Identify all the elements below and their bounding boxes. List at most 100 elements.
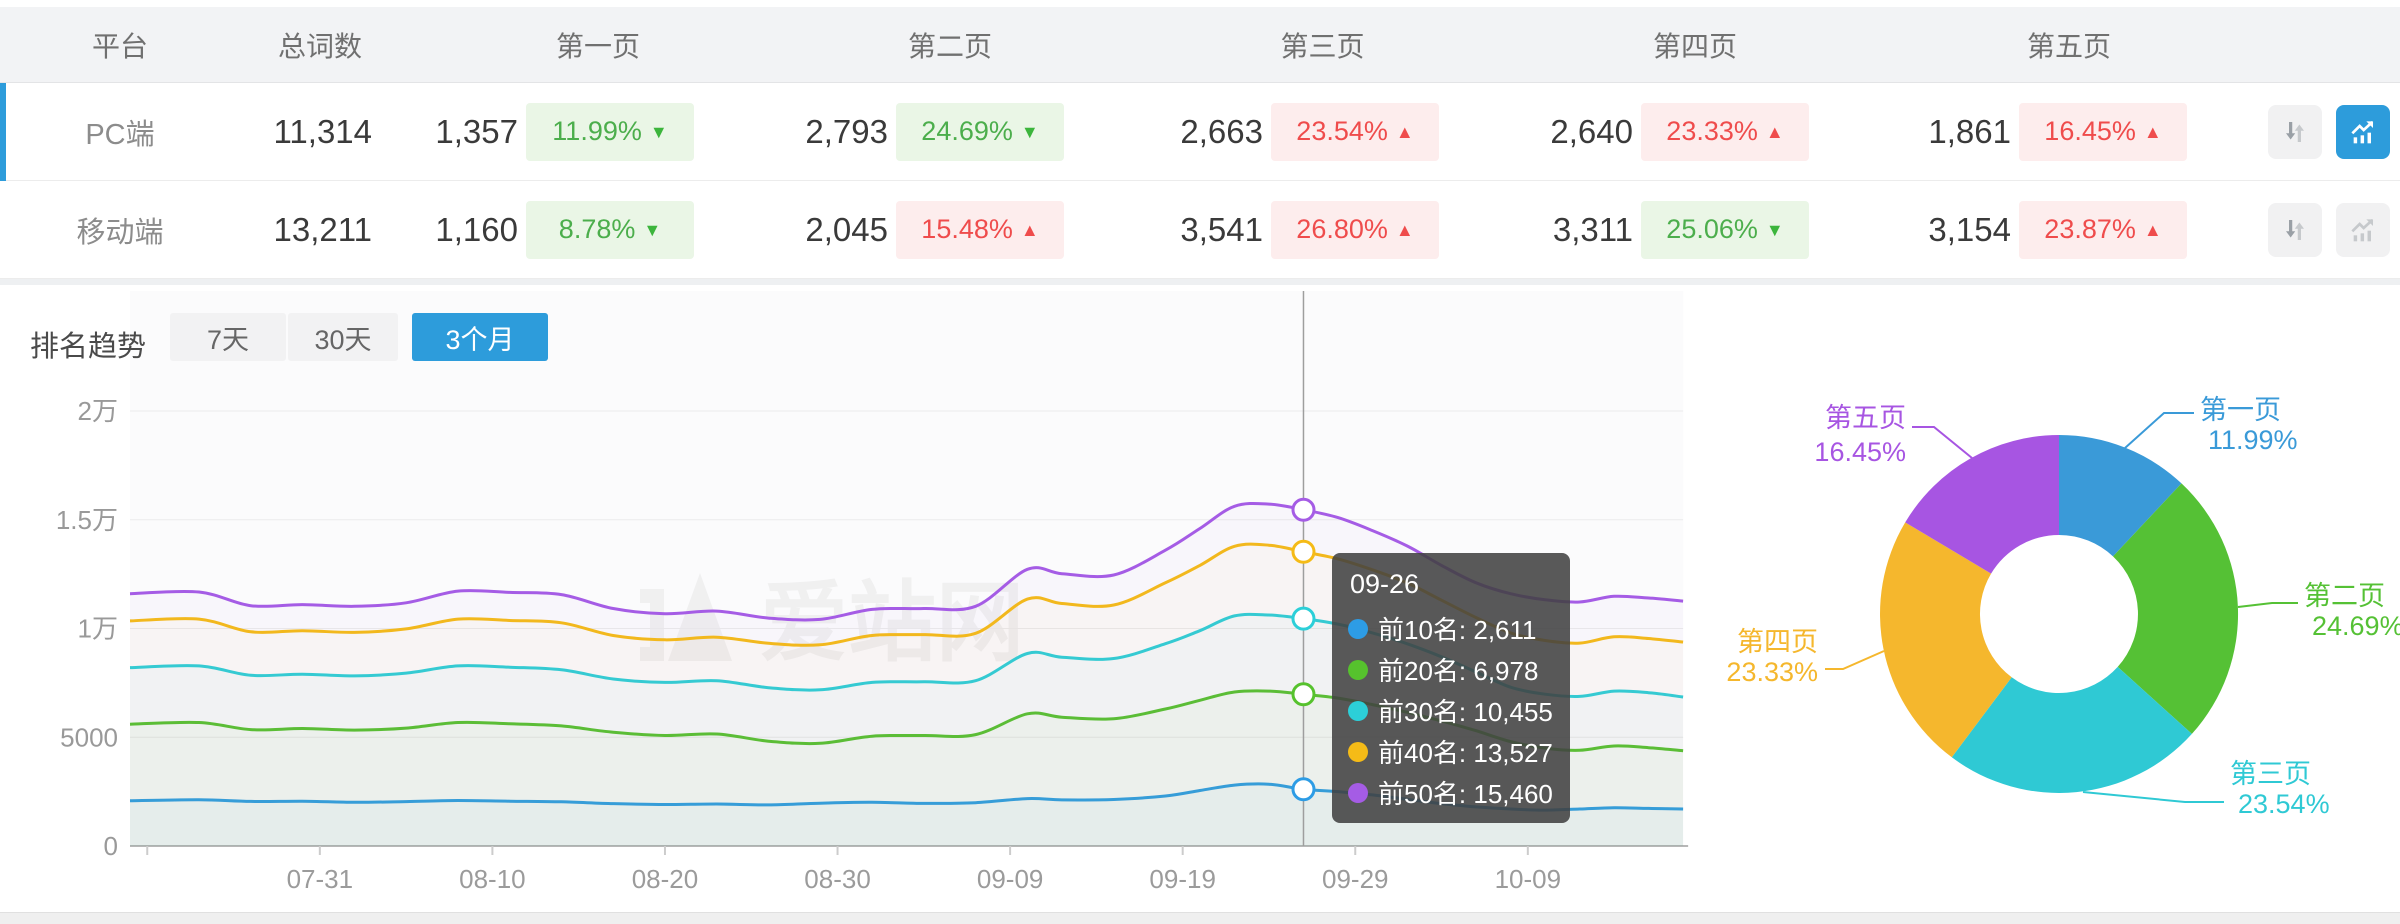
page4-pct-badge: 23.33% ▲ <box>1641 102 1809 161</box>
trend-chart-button-active[interactable] <box>2336 104 2390 159</box>
table-row-pc[interactable]: PC端 11,314 1,357 11.99% ▼ 2,793 24.69% ▼ 2… <box>0 83 2400 181</box>
svg-text:23.54%: 23.54% <box>2238 789 2330 819</box>
sort-updown-button[interactable] <box>2268 202 2322 257</box>
svg-text:11.99%: 11.99% <box>2208 425 2298 455</box>
svg-text:16.45%: 16.45% <box>1814 437 1906 467</box>
trend-up-icon: ▲ <box>2143 219 2162 240</box>
page3-pct-badge: 23.54% ▲ <box>1271 102 1439 161</box>
series-dot-icon <box>1348 618 1368 639</box>
page5-pct-badge: 16.45% ▲ <box>2019 102 2187 161</box>
tooltip-row: 前50名: 15,460 <box>1348 772 1554 813</box>
svg-text:第二页: 第二页 <box>2304 581 2385 611</box>
tooltip-row: 前10名: 2,611 <box>1348 608 1554 649</box>
page1-count: 1,357 <box>435 112 518 150</box>
sort-updown-icon <box>2286 121 2304 142</box>
series-dot-icon <box>1348 782 1368 803</box>
page-footer <box>0 912 2400 924</box>
svg-text:08-20: 08-20 <box>632 864 699 894</box>
highlight-marker <box>1291 606 1316 631</box>
trend-down-icon: ▼ <box>643 219 662 240</box>
svg-text:1万: 1万 <box>78 614 118 644</box>
trend-down-icon: ▼ <box>1765 219 1784 240</box>
platform-label: PC端 <box>85 118 155 151</box>
col-header-page2: 第二页 <box>907 30 992 62</box>
svg-text:1.5万: 1.5万 <box>56 505 118 535</box>
page1-pct-badge: 8.78% ▼ <box>526 200 694 259</box>
page5-count: 3,154 <box>1928 210 2011 248</box>
page4-pct-badge: 25.06% ▼ <box>1641 200 1809 259</box>
page2-pct-badge: 24.69% ▼ <box>896 102 1064 161</box>
col-header-platform: 平台 <box>91 30 148 62</box>
svg-text:0: 0 <box>104 831 118 861</box>
col-header-page1: 第一页 <box>555 30 640 62</box>
total-words-value: 13,211 <box>273 210 372 248</box>
selected-row-indicator <box>0 83 6 181</box>
page1-pct-badge: 11.99% ▼ <box>526 102 694 161</box>
page2-count: 2,045 <box>805 210 888 248</box>
range-button-3m[interactable]: 3个月 <box>412 313 548 361</box>
total-words-value: 11,314 <box>273 112 372 150</box>
svg-text:09-09: 09-09 <box>977 864 1044 894</box>
trend-up-icon: ▲ <box>1020 219 1039 240</box>
donut-slice-第四页 <box>1880 522 2012 758</box>
page2-pct-badge: 15.48% ▲ <box>896 200 1064 259</box>
highlight-marker <box>1291 497 1316 522</box>
tooltip-date: 09-26 <box>1350 569 1420 599</box>
page2-count: 2,793 <box>805 112 888 150</box>
section-divider <box>0 279 2400 285</box>
svg-text:第四页: 第四页 <box>1737 627 1818 657</box>
trend-title: 排名趋势 <box>30 331 147 363</box>
col-header-page3: 第三页 <box>1280 30 1365 62</box>
svg-text:08-30: 08-30 <box>804 864 871 894</box>
table-row-mobile[interactable]: 移动端 13,211 1,160 8.78% ▼ 2,045 15.48% ▲ 3,… <box>0 181 2400 279</box>
line-chart-icon <box>2351 120 2374 143</box>
trend-header: 排名趋势 7天 30天 3个月 <box>0 285 2400 375</box>
platform-label: 移动端 <box>76 216 164 249</box>
highlight-marker <box>1291 777 1316 802</box>
svg-text:10-09: 10-09 <box>1495 864 1562 894</box>
range-button-7d[interactable]: 7天 <box>170 313 286 361</box>
svg-text:09-29: 09-29 <box>1322 864 1389 894</box>
svg-text:08-10: 08-10 <box>459 864 526 894</box>
rank-table: 平台 总词数 第一页 第二页 第三页 第四页 第五页 PC端 11,314 1,… <box>0 7 2400 279</box>
trend-up-icon: ▲ <box>2143 121 2162 142</box>
sort-updown-icon <box>2286 219 2304 240</box>
col-header-page5: 第五页 <box>2026 30 2111 62</box>
donut-slice-第五页 <box>1905 435 2059 574</box>
donut-slice-第三页 <box>1951 666 2192 793</box>
sort-updown-button[interactable] <box>2268 104 2322 159</box>
series-dot-icon <box>1348 700 1368 721</box>
page4-count: 2,640 <box>1550 112 1633 150</box>
watermark: 爱站网 <box>640 573 1024 672</box>
tooltip-row: 前40名: 13,527 <box>1348 731 1554 772</box>
svg-text:第三页: 第三页 <box>2230 759 2311 789</box>
svg-text:5000: 5000 <box>60 722 118 752</box>
highlight-marker <box>1291 539 1316 564</box>
svg-text:2万: 2万 <box>78 396 118 426</box>
tooltip-row: 前20名: 6,978 <box>1348 649 1554 690</box>
selected-row-indicator <box>0 181 6 279</box>
trend-chart-button[interactable] <box>2336 202 2390 257</box>
donut-slice-第一页 <box>2059 435 2182 557</box>
svg-text:24.69%: 24.69% <box>2312 611 2400 641</box>
series-dot-icon <box>1348 741 1368 762</box>
keyword-rank-dashboard: 平台 总词数 第一页 第二页 第三页 第四页 第五页 PC端 11,314 1,… <box>0 7 2400 912</box>
series-dot-icon <box>1348 659 1368 680</box>
svg-text:爱站网: 爱站网 <box>760 573 1024 672</box>
page3-count: 2,663 <box>1180 112 1263 150</box>
trend-down-icon: ▼ <box>1020 121 1039 142</box>
tooltip-row: 前30名: 10,455 <box>1348 690 1554 731</box>
chart-tooltip: 09-26 前10名: 2,611 前20名: 6,978 前30名: 10,455 前… <box>1332 553 1570 823</box>
page5-pct-badge: 23.87% ▲ <box>2019 200 2187 259</box>
page3-pct-badge: 26.80% ▲ <box>1271 200 1439 259</box>
trend-down-icon: ▼ <box>649 121 668 142</box>
page3-count: 3,541 <box>1180 210 1263 248</box>
trend-charts-canvas[interactable]: 爱站网 0 5000 1万 1.5万 2万 07-31 08-10 08-20 08-30 09-0… <box>0 285 2400 906</box>
line-chart-icon <box>2351 218 2374 241</box>
svg-text:07-31: 07-31 <box>287 864 354 894</box>
range-button-30d[interactable]: 30天 <box>288 313 398 361</box>
highlight-marker <box>1291 682 1316 707</box>
col-header-total-words: 总词数 <box>277 30 362 62</box>
col-header-page4: 第四页 <box>1652 30 1737 62</box>
trend-up-icon: ▲ <box>1395 121 1414 142</box>
